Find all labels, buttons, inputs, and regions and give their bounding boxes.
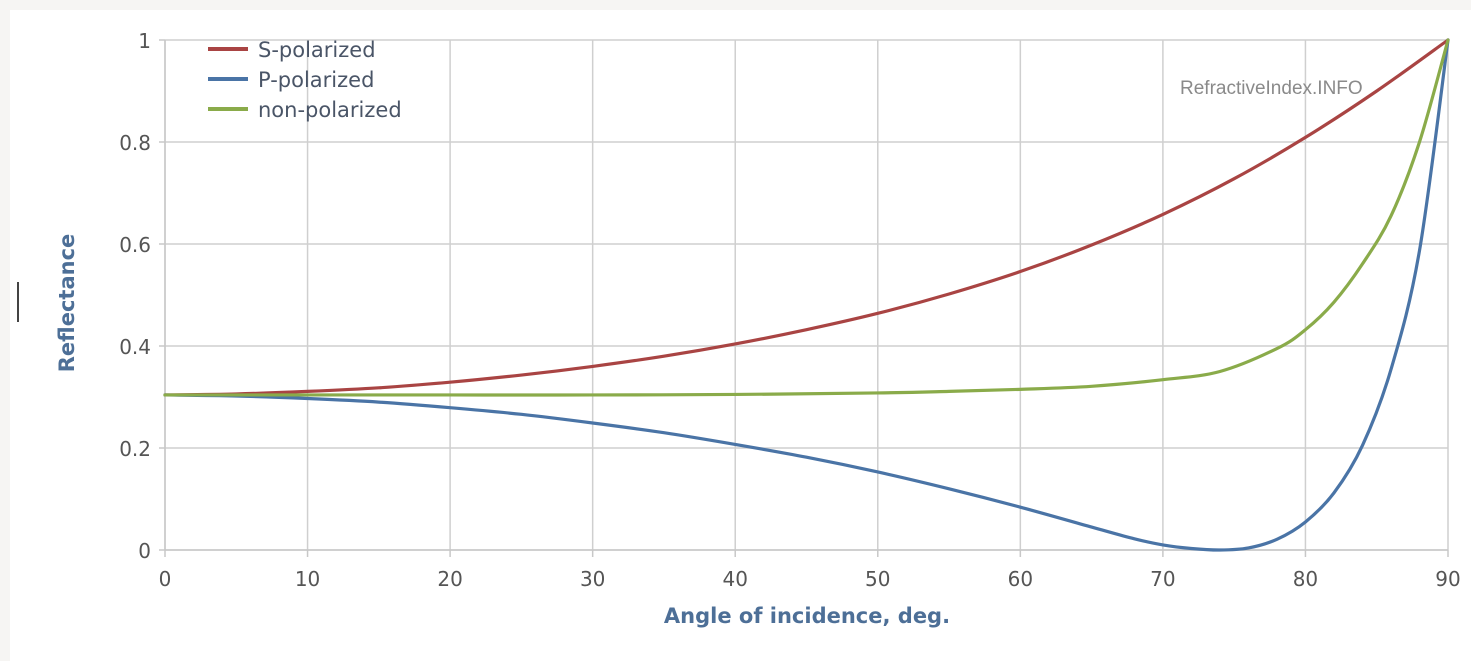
y-tick-label: 0.4: [119, 335, 151, 359]
x-tick-label: 60: [1008, 567, 1033, 591]
y-tick-label: 0.2: [119, 437, 151, 461]
x-tick-label: 0: [159, 567, 172, 591]
x-axis-title: Angle of incidence, deg.: [664, 604, 950, 628]
y-tick-label: 0.8: [119, 131, 151, 155]
y-axis-title: Reflectance: [55, 234, 79, 373]
tick-labels: 0 10 20 30 40 50 60 70 80 90 0 0.2 0.4 0.6 0.8 1: [119, 29, 1461, 591]
series-lines: [163, 38, 1450, 552]
legend-label-p-polarized: P-polarized: [258, 68, 374, 92]
series-line-s-polarized: [163, 38, 1450, 397]
x-tick-label: 50: [865, 567, 890, 591]
watermark-label: RefractiveIndex.INFO: [1180, 78, 1363, 99]
x-tick-label: 10: [295, 567, 320, 591]
x-tick-label: 70: [1150, 567, 1175, 591]
x-tick-label: 20: [437, 567, 462, 591]
legend-label-s-polarized: S-polarized: [258, 38, 376, 62]
series-line-non-polarized: [163, 38, 1450, 397]
y-tick-label: 0: [138, 539, 151, 563]
series-line-p-polarized: [163, 38, 1450, 552]
y-tick-label: 1: [138, 29, 151, 53]
x-tick-label: 30: [580, 567, 605, 591]
y-tick-label: 0.6: [119, 233, 151, 257]
x-tick-label: 80: [1293, 567, 1318, 591]
legend-label-non-polarized: non-polarized: [258, 98, 402, 122]
legend: S-polarized P-polarized non-polarized: [208, 38, 402, 122]
chart-panel: 0 10 20 30 40 50 60 70 80 90 0 0.2 0.4 0.6 0.8 1 Refrac…: [10, 10, 1471, 661]
x-tick-label: 40: [722, 567, 747, 591]
edge-marker: [17, 282, 19, 322]
reflectance-chart: 0 10 20 30 40 50 60 70 80 90 0 0.2 0.4 0.6 0.8 1 Refrac…: [55, 29, 1461, 628]
x-tick-label: 90: [1435, 567, 1460, 591]
